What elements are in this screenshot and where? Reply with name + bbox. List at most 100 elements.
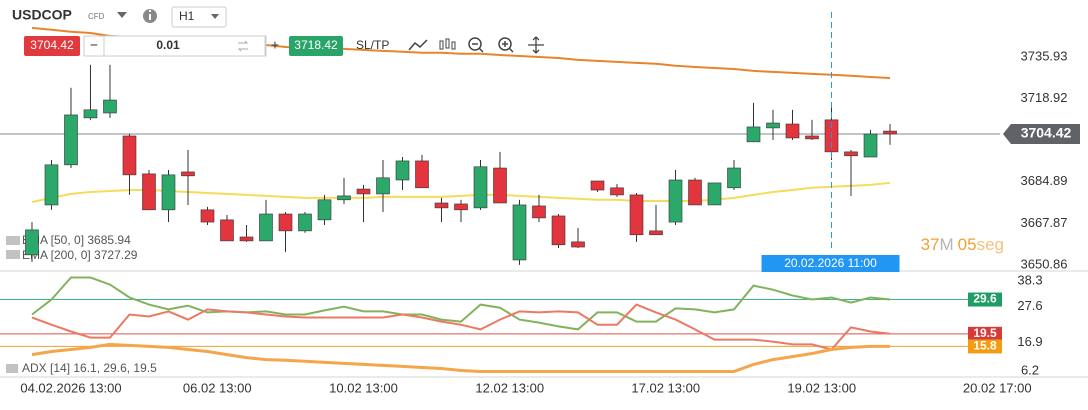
legend-entry: EMA [50, 0] 3685.94 — [22, 233, 131, 247]
candle-body — [454, 203, 468, 211]
candle-body — [649, 230, 663, 236]
candle-body — [668, 179, 683, 223]
buy-price: 3718.42 — [294, 38, 338, 52]
sell-price: 3704.42 — [30, 38, 74, 52]
countdown-unit: seg — [977, 235, 1004, 254]
zoom-out[interactable] — [468, 37, 484, 53]
candle-body — [64, 114, 78, 166]
countdown-unit: M — [939, 235, 953, 254]
candle-body — [532, 205, 546, 219]
x-tick-label: 10.02 13:00 — [329, 380, 398, 395]
candle-body — [844, 151, 858, 157]
candle-body — [746, 126, 761, 143]
candle-body — [317, 199, 332, 221]
plot: 3650.86 3667.87 3684.89 3718.92 3735.93 EMA [… — [0, 12, 1080, 395]
candle-body — [161, 174, 176, 211]
value-tag — [968, 339, 1002, 354]
sltp-button[interactable]: SL/TP — [356, 38, 389, 52]
minus-button[interactable]: − — [90, 37, 98, 53]
line-tool[interactable] — [408, 39, 428, 51]
y-tick-label: 38.3 — [1017, 272, 1042, 287]
countdown-minutes: 37 — [921, 235, 940, 254]
timeframe: H1 — [179, 9, 195, 23]
candle-body — [181, 171, 195, 177]
timeframe-select[interactable] — [171, 6, 227, 28]
crosshair-label-box — [761, 255, 900, 272]
candle-body — [200, 209, 215, 223]
y-tick-label: 3735.93 — [1021, 48, 1068, 63]
x-tick-label: 12.02 13:00 — [475, 380, 544, 395]
indicator-line — [31, 342, 890, 373]
x-tick-label: 20.02 17:00 — [963, 380, 1032, 395]
candle-body — [707, 182, 722, 206]
info-icon-dot — [149, 10, 151, 12]
quantity[interactable]: 0.01 — [156, 38, 180, 52]
candle-body — [25, 229, 39, 256]
candle-body — [688, 179, 702, 206]
sell-button[interactable] — [24, 36, 80, 56]
x-tick-label: 06.02 13:00 — [183, 380, 252, 395]
candle-body — [220, 219, 234, 242]
symbol-dropdown[interactable] — [117, 12, 127, 18]
plus-button[interactable]: + — [271, 37, 279, 53]
candle-body — [883, 130, 897, 135]
value-label: 15.8 — [973, 339, 997, 353]
legend-icon[interactable] — [6, 236, 20, 245]
candle-body — [571, 241, 585, 248]
candle-body — [395, 160, 410, 181]
y-tick-label: 27.6 — [1017, 298, 1042, 313]
crosshair-label: 20.02.2026 11:00 — [784, 256, 877, 270]
swap-icon[interactable] — [237, 40, 249, 52]
candle-body — [239, 236, 254, 242]
candle-body — [610, 187, 624, 196]
buy-button[interactable] — [289, 36, 343, 56]
last-price-label: 3704.42 — [1021, 125, 1072, 141]
y-tick-label: 3684.89 — [1021, 173, 1068, 188]
candle-body — [434, 202, 449, 209]
candle-body — [298, 213, 312, 232]
value-tag — [968, 292, 1002, 307]
x-tick-label: 19.02 13:00 — [787, 380, 856, 395]
indicator-line — [31, 276, 891, 331]
countdown-seconds: 05 — [958, 235, 977, 254]
legend-icon[interactable] — [6, 250, 20, 259]
candle-body — [629, 194, 644, 236]
candle-body — [259, 213, 273, 242]
toolbar: USDCOP CFD H1 3704.42 − 0.01 + 3718.42 S… — [12, 6, 544, 57]
candle-body — [337, 195, 351, 201]
last-price-tag — [1003, 123, 1080, 144]
candle-body — [551, 215, 566, 246]
y-tick-label: 3718.92 — [1021, 90, 1068, 105]
legend-icons — [6, 236, 20, 373]
legend-icon[interactable] — [6, 364, 18, 373]
candle-body — [415, 160, 429, 189]
y-tick-label: 6.2 — [1021, 362, 1039, 377]
zoom-in[interactable] — [498, 37, 514, 53]
candle-body — [356, 188, 371, 195]
candle-body — [376, 177, 390, 195]
candle-body — [473, 166, 488, 209]
value-label: 29.6 — [973, 292, 997, 306]
symbol[interactable]: USDCOP — [12, 7, 72, 23]
y-tick-label: 3667.87 — [1021, 215, 1068, 230]
candle-body — [103, 99, 117, 114]
candle-body — [278, 213, 293, 232]
countdown: 37M 05seg — [921, 235, 1004, 254]
y-tick-label: 16.9 — [1017, 334, 1042, 349]
candle-body — [493, 167, 507, 204]
candle-body — [512, 204, 527, 261]
quantity-box — [83, 35, 267, 57]
y-tick-label: 3650.86 — [1021, 256, 1068, 271]
candle-body — [805, 135, 819, 140]
x-tick-label: 17.02 13:00 — [631, 380, 700, 395]
candle-body — [122, 135, 137, 176]
candle-body — [44, 164, 59, 206]
candles-tool[interactable] — [439, 38, 456, 50]
candle-body — [863, 133, 878, 158]
indicator-line — [31, 303, 891, 351]
legend-entry: ADX [14] 16.1, 29.6, 19.5 — [22, 361, 157, 375]
timeframe-arrow — [211, 14, 219, 19]
move-tool[interactable] — [528, 36, 544, 54]
